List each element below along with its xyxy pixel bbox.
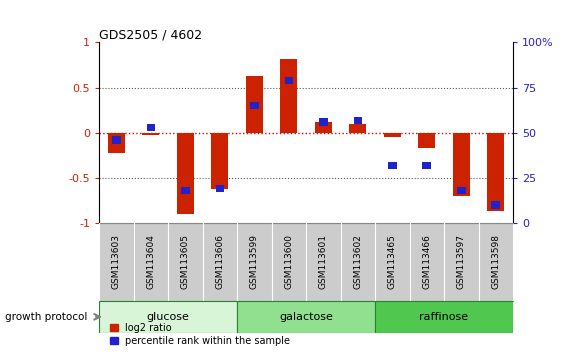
Text: GSM113602: GSM113602 (353, 234, 362, 290)
Bar (99, 301, 237, 333)
Text: GSM113597: GSM113597 (457, 234, 466, 290)
Bar (452, 133, 470, 196)
Text: glucose: glucose (147, 312, 189, 322)
Bar (423, 162, 431, 169)
Bar (418, 133, 436, 148)
Text: raffinose: raffinose (420, 312, 469, 322)
Text: GSM113603: GSM113603 (112, 234, 121, 290)
Text: GDS2505 / 4602: GDS2505 / 4602 (99, 28, 202, 41)
Bar (250, 102, 259, 109)
Bar (491, 201, 500, 209)
Bar (280, 59, 297, 133)
Bar (388, 162, 396, 169)
Text: GSM113598: GSM113598 (491, 234, 500, 290)
Bar (146, 124, 155, 131)
Text: GSM113599: GSM113599 (250, 234, 259, 290)
Bar (353, 116, 362, 124)
Text: GSM113465: GSM113465 (388, 234, 397, 290)
Bar (375, 301, 513, 333)
Bar (211, 133, 229, 189)
Legend: log2 ratio, percentile rank within the sample: log2 ratio, percentile rank within the s… (110, 323, 290, 346)
Bar (285, 77, 293, 84)
Bar (487, 133, 504, 211)
Text: galactose: galactose (279, 312, 333, 322)
Bar (245, 76, 263, 133)
Text: GSM113600: GSM113600 (285, 234, 293, 290)
Bar (457, 187, 466, 194)
Bar (349, 124, 367, 133)
Bar (112, 136, 121, 144)
Text: GSM113466: GSM113466 (422, 234, 431, 290)
Bar (216, 185, 224, 192)
Bar (177, 133, 194, 214)
Text: GSM113605: GSM113605 (181, 234, 190, 290)
Bar (315, 122, 332, 133)
Bar (319, 118, 328, 126)
Bar (384, 133, 401, 137)
Bar (181, 187, 189, 194)
Bar (237, 301, 375, 333)
Bar (142, 133, 160, 135)
Text: GSM113606: GSM113606 (215, 234, 224, 290)
Text: GSM113601: GSM113601 (319, 234, 328, 290)
Bar (108, 133, 125, 153)
Text: growth protocol: growth protocol (5, 312, 87, 322)
Text: GSM113604: GSM113604 (146, 234, 155, 290)
